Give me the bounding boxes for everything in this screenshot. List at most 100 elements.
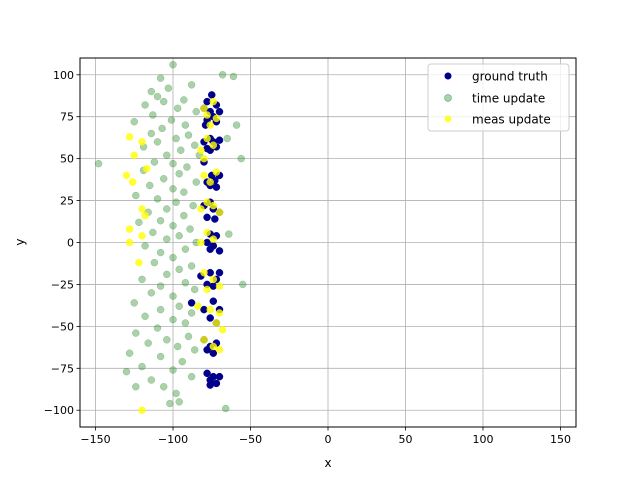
point-time-update [163,270,171,279]
point-ground-truth [208,91,216,99]
point-meas-update [209,141,218,149]
point-time-update [192,178,200,186]
point-time-update [173,342,182,351]
legend-marker-meas-update [444,115,452,123]
point-time-update [166,399,174,408]
x-axis-ticks: −150 −100 −50 0 50 100 150 [80,427,571,446]
point-meas-update [209,97,218,106]
point-meas-update [197,146,205,154]
legend-box [427,63,570,132]
y-tick-label: −75 [51,362,74,375]
point-time-update [125,349,134,357]
x-tick-label: 150 [550,433,571,446]
point-meas-update [209,235,218,243]
point-time-update [229,72,238,81]
point-meas-update [203,198,211,206]
point-ground-truth [215,136,224,144]
point-time-update [153,195,162,203]
point-meas-update [141,211,149,220]
point-time-update [169,159,177,168]
point-ground-truth [209,297,218,305]
y-tick-label: −25 [51,278,74,291]
point-time-update [172,134,180,143]
point-meas-update [203,228,211,237]
y-tick-label: 75 [60,111,74,124]
point-time-update [169,366,177,374]
point-time-update [146,181,154,190]
point-time-update [232,121,241,129]
point-meas-update [206,121,214,129]
point-time-update [180,211,188,220]
point-time-update [180,188,188,196]
point-time-update [130,117,138,126]
point-meas-update [215,309,224,317]
point-time-update [175,398,183,406]
point-time-update [218,71,227,79]
point-ground-truth [209,349,218,357]
point-time-update [187,372,196,381]
point-meas-update [218,325,227,334]
y-tick-label: 50 [60,153,74,166]
point-meas-update [212,114,221,123]
point-time-update [153,324,162,332]
point-meas-update [200,336,208,344]
point-time-update [163,151,171,160]
point-meas-update [212,168,221,176]
point-time-update [172,389,180,398]
point-time-update [132,329,140,337]
point-time-update [132,191,140,200]
point-time-update [181,121,190,129]
point-ground-truth [212,183,221,191]
point-time-update [159,175,168,183]
point-time-update [159,383,168,391]
point-time-update [169,60,177,69]
point-meas-update [125,225,134,233]
point-time-update [159,97,168,106]
point-time-update [172,198,180,206]
y-axis-label: y [13,238,27,245]
point-time-update [138,275,146,284]
x-tick-label: 100 [473,433,494,446]
point-time-update [181,245,190,253]
point-meas-update [209,275,218,284]
point-meas-update [138,138,146,146]
point-meas-update [138,406,146,414]
grid [80,58,576,427]
legend-marker-ground-truth [444,72,452,80]
point-meas-update [209,342,218,351]
y-tick-label: 25 [60,195,74,208]
point-ground-truth [206,314,214,322]
point-time-update [173,104,182,113]
point-time-update [184,131,193,139]
legend: ground truth time update meas update [427,63,570,132]
y-axis-ticks: −100 −75 −50 −25 0 25 50 75 100 [44,69,80,417]
point-meas-update [138,232,146,240]
point-ground-truth [203,369,211,378]
point-time-update [150,158,159,166]
point-time-update [156,248,165,257]
point-meas-update [200,268,208,277]
point-time-update [94,159,103,168]
point-time-update [163,235,171,243]
point-time-update [144,339,152,347]
point-time-update [169,315,177,324]
y-tick-label: −100 [44,404,74,417]
point-meas-update [138,205,146,213]
point-time-update [141,312,149,321]
point-time-update [175,169,183,178]
point-time-update [156,282,165,290]
point-time-update [141,101,149,109]
point-ground-truth [215,268,224,277]
point-meas-update [215,282,224,290]
x-tick-label: 50 [399,433,413,446]
data-points [94,60,247,414]
point-time-update [167,116,176,124]
point-time-update [135,218,143,227]
point-ground-truth [211,215,219,223]
point-time-update [141,242,149,250]
point-meas-update [200,154,208,163]
point-ground-truth [212,379,221,388]
point-time-update [149,228,157,237]
point-time-update [187,81,196,89]
point-meas-update [125,133,134,141]
